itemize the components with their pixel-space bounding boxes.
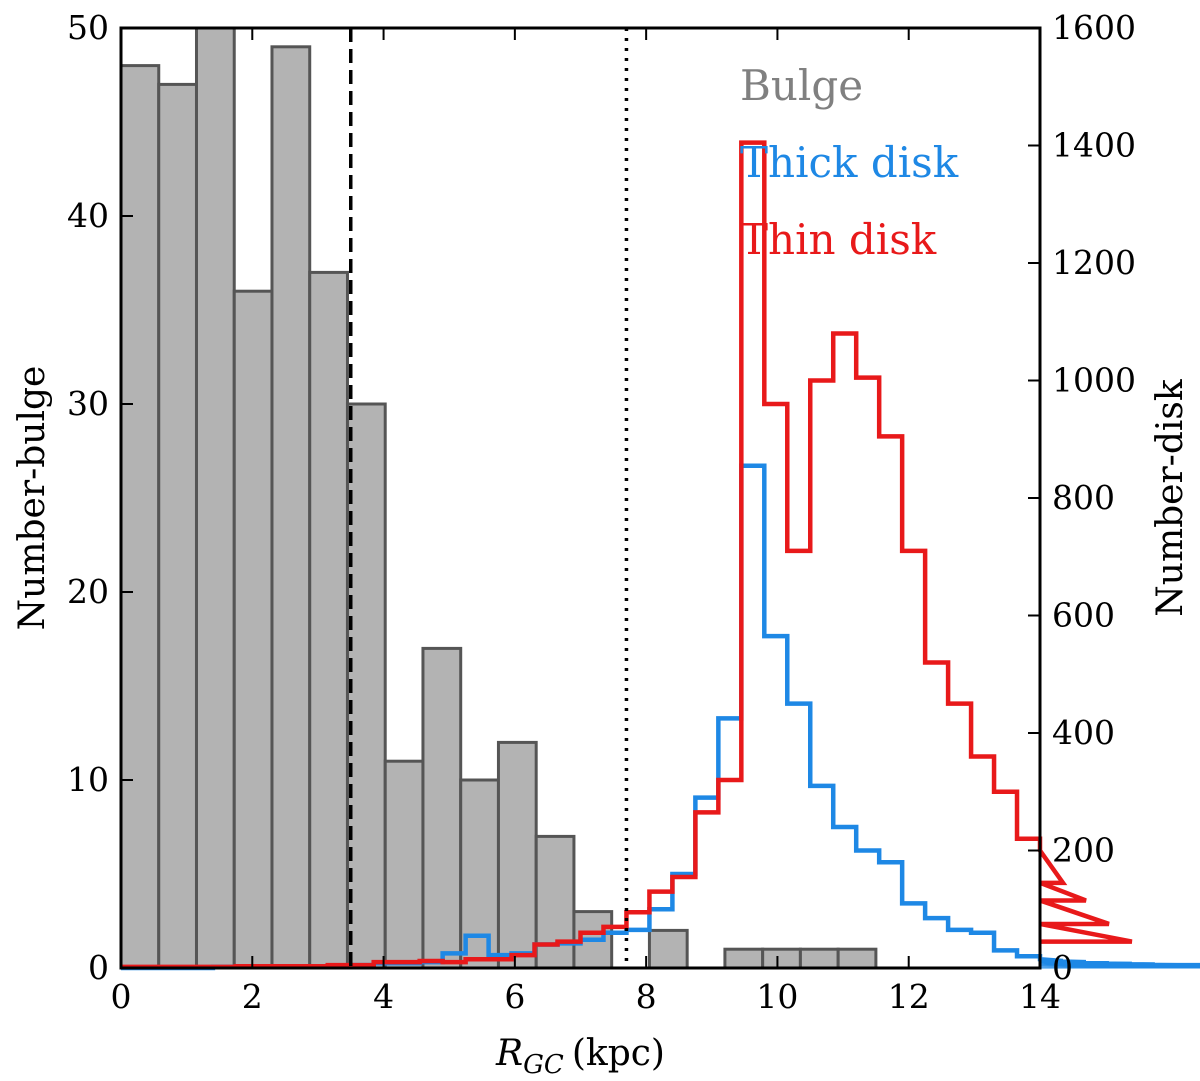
y-left-axis-label: Number-bulge [12,366,53,631]
y-left-tick-label: 30 [67,384,109,423]
y-right-axis-label: Number-disk [1150,378,1191,617]
bulge-bar [421,646,463,970]
bulge-bar [194,26,236,970]
x-tick-label: 2 [242,977,263,1016]
legend-bulge: Bulge [740,61,863,110]
bulge-bar [308,270,349,970]
x-axis-symbol: R [495,1033,523,1074]
bulge-bar [723,947,765,970]
bulge-bar [798,947,840,970]
y-right-tick-label: 0 [1052,948,1073,987]
y-right-tick-label: 1200 [1052,243,1136,282]
legend-thin-disk: Thin disk [740,215,937,264]
bulge-bar [270,45,312,970]
bulge-bar [836,947,878,970]
y-left-tick-label: 50 [67,8,109,47]
y-left-tick-label: 0 [88,948,109,987]
x-axis-unit: (kpc) [572,1033,665,1074]
thin-disk-step-line [121,140,1133,970]
disk-step-lines [121,140,1200,971]
bulge-bar [383,759,425,970]
x-tick-label: 0 [111,977,132,1016]
bulge-bar [647,928,689,970]
bulge-bar [534,834,576,970]
y-right-tick-label: 1600 [1052,8,1136,47]
y-right-tick-label: 400 [1052,713,1115,752]
bulge-bar [761,947,802,970]
bulge-bar [157,82,198,970]
y-left-tick-label: 40 [67,196,109,235]
axis-ticks: 0 2 4 6 8 10 12 1401020304050020040060080010001… [67,8,1136,1016]
x-tick-label: 4 [373,977,394,1016]
x-axis-subscript: GC [523,1050,564,1080]
y-right-tick-label: 600 [1052,596,1115,635]
x-tick-label: 8 [636,977,657,1016]
y-left-tick-label: 10 [67,760,109,799]
legend-thick-disk: Thick disk [740,138,959,187]
x-tick-label: 10 [756,977,798,1016]
x-tick-label: 12 [888,977,930,1016]
bulge-bar [119,64,161,970]
legend: Bulge Thick disk Thin disk [740,61,959,264]
x-axis-label: RGC (kpc) [495,1033,665,1080]
y-right-tick-label: 800 [1052,478,1115,517]
x-tick-label: 6 [504,977,525,1016]
y-right-tick-label: 1400 [1052,126,1136,165]
bulge-bar [232,289,274,970]
bulge-bar [496,740,538,970]
bulge-bars [119,26,878,970]
y-right-tick-label: 200 [1052,831,1115,870]
reference-lines [349,28,629,968]
y-right-tick-label: 1000 [1052,361,1136,400]
bulge-bar [345,402,387,970]
y-left-tick-label: 20 [67,572,109,611]
x-tick-label: 14 [1019,977,1061,1016]
